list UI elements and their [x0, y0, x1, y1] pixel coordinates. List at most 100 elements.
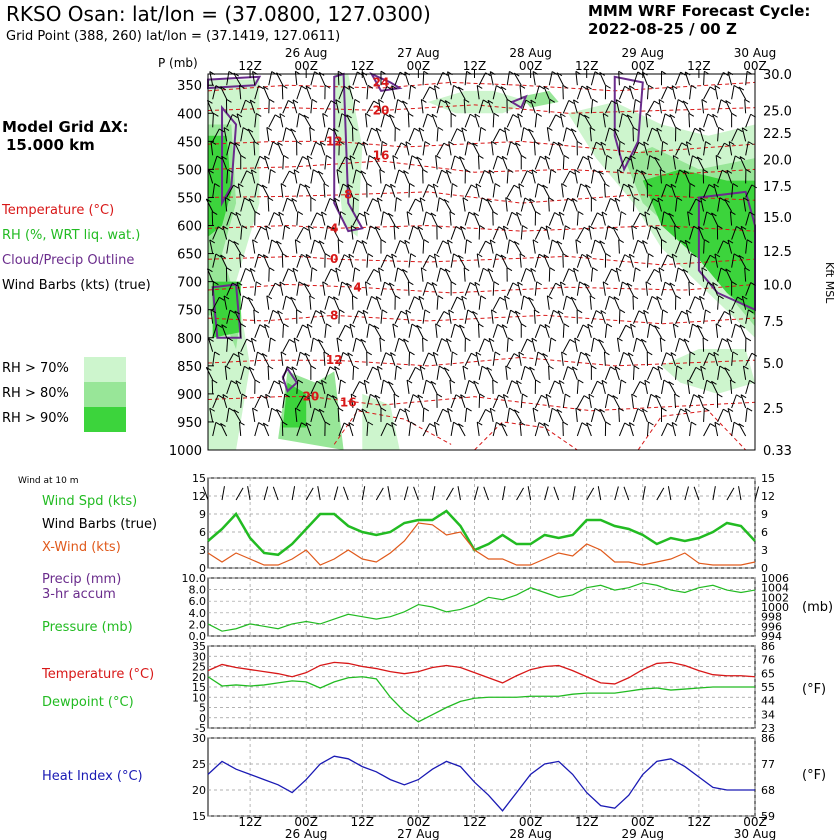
wind-barb-flag — [626, 114, 633, 119]
wind-barb — [590, 267, 594, 282]
wind-barb-flag — [481, 197, 488, 202]
wind-barb — [659, 337, 662, 352]
wind-barb — [375, 128, 382, 142]
wind-barb-flag — [253, 140, 260, 145]
wind-barb-flag — [711, 212, 717, 217]
wind-barb-flag — [618, 407, 624, 412]
wind-barb-flag — [315, 310, 321, 315]
wind-barb-flag — [265, 225, 271, 230]
wind-barb-flag — [228, 239, 235, 244]
wind-barb-flag — [593, 169, 600, 174]
wind-barb — [475, 183, 480, 198]
wind-barb — [338, 379, 342, 394]
wind-barb — [240, 268, 246, 282]
wind-barb-flag — [449, 211, 456, 216]
wind-barb-flag — [633, 197, 640, 201]
wind-barb-flag — [584, 114, 590, 119]
wind-barb-flag — [463, 267, 470, 272]
wind-barb — [237, 351, 242, 366]
wind-barb-flag — [714, 253, 721, 258]
wind-barb — [268, 169, 271, 184]
wind-barb-flag — [561, 183, 567, 187]
wind-barb — [352, 197, 355, 212]
wind-barb — [654, 325, 662, 339]
wind-barb — [366, 100, 375, 114]
wind-barb-flag — [458, 423, 464, 428]
wind-barb-flag — [671, 253, 678, 258]
wind-barb-flag — [721, 169, 728, 174]
precip-frame — [207, 577, 756, 637]
wind-barb-flag — [233, 409, 239, 414]
wind-barb — [346, 114, 354, 128]
wind-barb-flag — [456, 296, 463, 301]
wind-barb — [226, 282, 233, 296]
wind-barb-flag — [509, 407, 515, 412]
height-tick-label: 15.0 — [763, 211, 792, 226]
dewpoint-label: Dewpoint (°C) — [42, 695, 134, 710]
wind-barb — [492, 113, 495, 128]
wind-barb — [310, 239, 315, 254]
wind-barb-flag — [251, 169, 257, 174]
wind-barb-flag — [650, 393, 657, 398]
wind-barb — [436, 408, 444, 423]
wind-barb — [618, 352, 624, 366]
wind-barb — [575, 239, 578, 254]
wind-barb — [408, 367, 416, 381]
wind-barb — [474, 113, 480, 128]
wind-barb-flag — [308, 225, 314, 230]
wind-barb — [407, 281, 410, 296]
wind-barb-flag — [443, 198, 450, 203]
wind-barb-flag — [265, 393, 271, 398]
wind-barb-flag — [719, 365, 726, 370]
wind-barb — [212, 281, 214, 296]
wind-barb — [348, 422, 354, 437]
wind-barb — [240, 393, 243, 408]
wind-barb — [240, 197, 245, 212]
time-tick-bottom: 12Z — [463, 815, 487, 829]
wind-barb — [478, 295, 482, 310]
wind-barb-flag — [240, 323, 246, 328]
wind-barb-flag — [493, 281, 500, 286]
wind-barb-flag — [611, 268, 617, 273]
wind-barb-flag — [350, 393, 357, 398]
wind-barb — [278, 211, 284, 226]
surface-wind-barb — [235, 487, 244, 501]
surface-wind-barb — [317, 486, 321, 501]
wind-barb-flag — [415, 366, 421, 371]
wind-barb-flag — [584, 283, 590, 287]
wind-barb-flag — [217, 394, 224, 399]
wind-barb-flag — [263, 422, 269, 427]
wind-barb-flag — [536, 112, 542, 117]
wind-barb — [583, 283, 592, 296]
wind-barb — [276, 409, 284, 423]
wind-barb-flag — [561, 351, 567, 356]
wind-barb-flag — [565, 225, 571, 230]
wind-barb-flag — [556, 240, 563, 245]
wind-barb — [250, 169, 256, 184]
wind-barb — [462, 365, 466, 380]
wind-barb — [519, 85, 522, 100]
wind-barb — [478, 240, 486, 254]
wind-barb — [303, 283, 312, 296]
time-tick-bottom: 12Z — [238, 815, 262, 829]
wind-barb-flag — [472, 142, 478, 147]
wind-barb-flag — [436, 225, 443, 229]
temp-y2tick: 65 — [761, 667, 775, 680]
wind-barb — [661, 254, 668, 268]
wind-barb — [226, 337, 229, 352]
wind-barb-flag — [311, 267, 318, 272]
wind-barb — [394, 310, 402, 324]
wind-barb-flag — [660, 169, 666, 173]
wind-barb — [394, 240, 401, 254]
wind-barb — [443, 199, 452, 212]
wind-barb-flag — [695, 366, 702, 371]
wind-barb — [520, 268, 527, 282]
wind-barb-flag — [402, 268, 408, 273]
wind-barb-flag — [511, 380, 518, 385]
wind-barb — [346, 282, 354, 296]
wind-barb — [668, 213, 676, 226]
wind-barb — [548, 169, 552, 184]
wind-barb-flag — [723, 240, 729, 245]
wind-barb-flag — [238, 183, 244, 188]
wind-barb-flag — [282, 253, 288, 258]
